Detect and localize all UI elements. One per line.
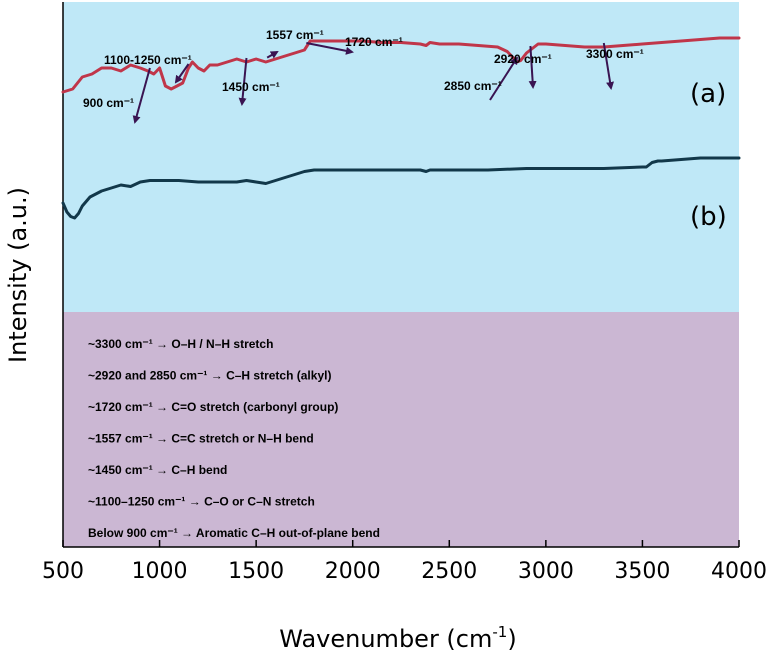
annotation-arrow [238,57,248,106]
assignment-note: ~1100–1250 cm⁻¹ → C–O or C–N stretch [88,495,315,509]
assignment-note: Below 900 cm⁻¹ → Aromatic C–H out-of-pla… [88,526,380,540]
annotation-arrow [266,51,279,59]
annotation-arrow [132,67,151,124]
assignment-note: ~1557 cm⁻¹ → C=C stretch or N–H bend [88,432,314,446]
annotation-label: 1557 cm⁻¹ [266,28,324,42]
annotation-arrow [174,63,190,84]
x-tick-label: 1500 [228,559,284,584]
annotation-arrow [489,56,518,101]
annotation-arrow [306,42,354,55]
x-axis-tick-labels: 500 1000 1500 2000 2500 3000 3500 4000 [42,559,767,584]
series-line-b [61,156,741,220]
series-label-b: (b) [690,202,727,232]
annotation-label: 3300 cm⁻¹ [586,47,644,61]
x-axis-ticks [62,540,740,547]
assignment-note: ~3300 cm⁻¹ → O–H / N–H stretch [88,337,273,351]
y-axis-title: Intensity (a.u.) [4,187,32,363]
series-label-a: (a) [690,79,726,109]
annotation-label: 1720 cm⁻¹ [345,35,403,49]
assignment-note: ~1720 cm⁻¹ → C=O stretch (carbonyl group… [88,400,338,414]
series-line-a [61,36,741,94]
x-tick-label: 1000 [132,559,188,584]
assignment-note: ~1450 cm⁻¹ → C–H bend [88,463,227,477]
annotation-label: 2850 cm⁻¹ [444,79,502,93]
annotation-arrow [602,42,615,90]
annotation-label: 2920 cm⁻¹ [494,52,552,66]
assignment-note: ~2920 and 2850 cm⁻¹ → C–H stretch (alkyl… [88,369,331,383]
x-tick-label: 4000 [711,559,767,584]
peak-annotations: 900 cm⁻¹ 1100-1250 cm⁻¹ 1450 cm⁻¹ 1557 cm⁻¹… [83,28,644,124]
assignment-notes: ~3300 cm⁻¹ → O–H / N–H stretch ~2920 and … [88,337,380,540]
x-tick-label: 2500 [421,559,477,584]
annotation-label: 1450 cm⁻¹ [222,80,280,94]
assignment-panel [63,312,739,547]
x-axis-title-base: Wavenumber (cm [279,625,492,653]
annotation-arrow [528,45,537,89]
x-tick-label: 3000 [518,559,574,584]
spectrum-panel [63,2,739,312]
x-tick-label: 2000 [325,559,381,584]
x-axis-title: Wavenumber (cm-1) [279,623,516,653]
x-axis-title-close: ) [507,625,516,653]
annotation-label: 900 cm⁻¹ [83,96,134,110]
x-axis-title-sup: -1 [492,623,507,641]
annotation-label: 1100-1250 cm⁻¹ [104,53,192,67]
spectra-lines [61,36,741,220]
x-tick-label: 500 [42,559,84,584]
x-tick-label: 3500 [614,559,670,584]
